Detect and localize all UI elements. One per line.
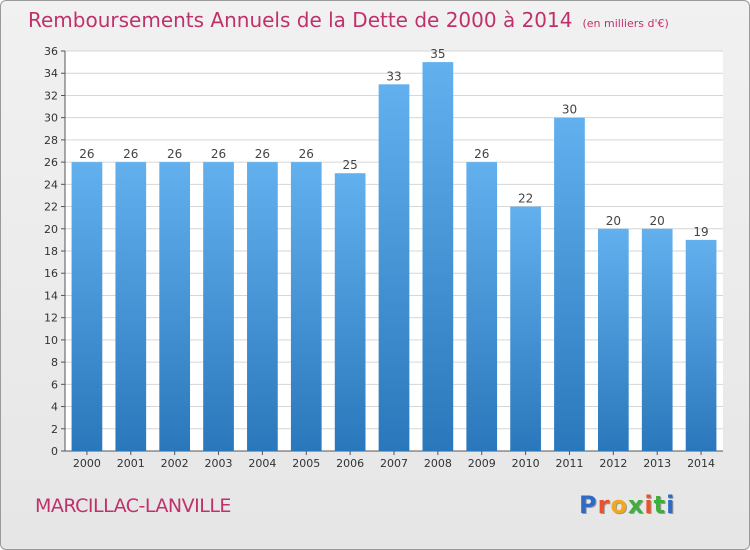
x-tick-label: 2012	[599, 457, 627, 470]
y-tick-label: 0	[51, 445, 58, 458]
bar	[247, 162, 278, 451]
y-tick-label: 34	[44, 67, 58, 80]
y-tick-label: 24	[44, 178, 58, 191]
x-tick-label: 2004	[248, 457, 276, 470]
proxiti-logo: Proxiti	[579, 491, 675, 519]
y-tick-label: 36	[44, 45, 58, 58]
bar	[641, 228, 673, 451]
y-tick-label: 18	[44, 245, 58, 258]
bar	[115, 162, 147, 451]
logo-letter: x	[627, 491, 645, 519]
data-label: 35	[430, 47, 445, 61]
x-tick-label: 2013	[643, 457, 671, 470]
bar	[203, 162, 234, 451]
data-label: 33	[386, 69, 401, 83]
bar	[378, 84, 410, 451]
chart-title: Remboursements Annuels de la Dette de 20…	[28, 8, 669, 32]
data-label: 26	[299, 147, 314, 161]
x-tick-label: 2002	[161, 457, 189, 470]
data-label: 30	[562, 103, 577, 117]
data-label: 26	[79, 147, 94, 161]
y-tick-label: 20	[44, 223, 58, 236]
bar	[71, 162, 103, 451]
data-label: 20	[606, 214, 621, 228]
y-tick-label: 30	[44, 112, 58, 125]
data-label: 26	[123, 147, 138, 161]
x-tick-label: 2005	[292, 457, 320, 470]
y-tick-label: 10	[44, 334, 58, 347]
logo-letter: o	[610, 491, 628, 519]
x-tick-label: 2003	[205, 457, 233, 470]
x-tick-label: 2006	[336, 457, 364, 470]
data-label: 26	[474, 147, 489, 161]
data-label: 26	[167, 147, 182, 161]
bar	[422, 62, 454, 451]
chart-unit: (en milliers d'€)	[582, 17, 669, 30]
bar	[597, 228, 629, 451]
y-tick-label: 22	[44, 201, 58, 214]
x-tick-label: 2009	[468, 457, 496, 470]
data-label: 26	[255, 147, 270, 161]
bar	[290, 162, 322, 451]
x-tick-label: 2010	[512, 457, 540, 470]
data-label: 20	[650, 214, 665, 228]
x-tick-label: 2008	[424, 457, 452, 470]
logo-letter: t	[653, 491, 667, 519]
y-tick-label: 14	[44, 289, 58, 302]
bar	[334, 173, 366, 451]
bar	[554, 117, 585, 452]
y-tick-label: 12	[44, 312, 58, 325]
x-tick-label: 2007	[380, 457, 408, 470]
y-tick-label: 6	[51, 378, 58, 391]
data-label: 25	[342, 158, 357, 172]
x-tick-label: 2000	[73, 457, 101, 470]
bar	[510, 206, 541, 451]
y-tick-label: 4	[51, 401, 58, 414]
y-tick-label: 26	[44, 156, 58, 169]
logo-letter: i	[644, 491, 654, 519]
x-tick-label: 2011	[555, 457, 583, 470]
x-tick-label: 2001	[117, 457, 145, 470]
y-tick-label: 16	[44, 267, 58, 280]
logo-letter: i	[666, 491, 676, 519]
chart-title-text: Remboursements Annuels de la Dette de 20…	[28, 8, 573, 32]
data-label: 22	[518, 192, 533, 206]
y-tick-label: 2	[51, 423, 58, 436]
commune-name: MARCILLAC-LANVILLE	[35, 495, 231, 517]
bar	[159, 162, 191, 451]
y-tick-label: 32	[44, 89, 58, 102]
x-tick-label: 2014	[687, 457, 715, 470]
logo-letter: P	[579, 491, 598, 519]
data-label: 26	[211, 147, 226, 161]
logo-letter: r	[597, 491, 611, 519]
y-tick-label: 28	[44, 134, 58, 147]
bar	[685, 239, 717, 451]
data-label: 19	[693, 225, 708, 239]
bar	[466, 162, 498, 451]
y-tick-label: 8	[51, 356, 58, 369]
